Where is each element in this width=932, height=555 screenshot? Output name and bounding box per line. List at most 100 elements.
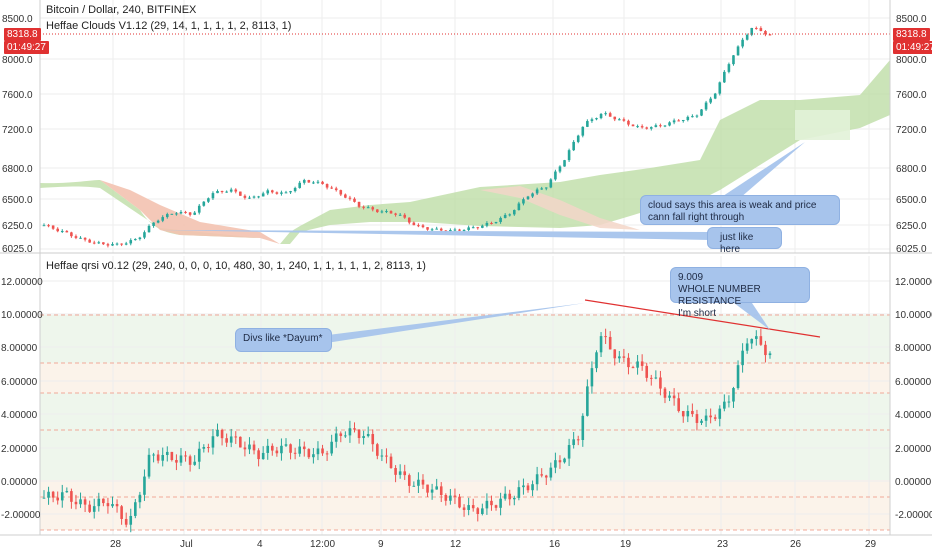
svg-text:7200.0: 7200.0 bbox=[896, 125, 927, 136]
qrsi-candle bbox=[106, 503, 110, 507]
qrsi-candle bbox=[252, 444, 256, 451]
qrsi-candle bbox=[503, 493, 507, 499]
qrsi-levels bbox=[40, 314, 890, 531]
qrsi-candle bbox=[156, 454, 160, 461]
qrsi-candle bbox=[70, 491, 73, 502]
price-candle bbox=[723, 71, 726, 83]
price-candle bbox=[704, 102, 708, 110]
price-candle bbox=[581, 126, 585, 136]
qrsi-candle bbox=[398, 471, 402, 475]
svg-text:19: 19 bbox=[620, 539, 632, 550]
qrsi-candle bbox=[604, 336, 607, 338]
price-candle bbox=[316, 181, 320, 183]
qrsi-candle bbox=[229, 436, 233, 443]
price-candle bbox=[485, 222, 489, 226]
qrsi-candle bbox=[759, 336, 763, 345]
resistance-position: I'm short bbox=[678, 308, 717, 319]
qrsi-candle bbox=[79, 499, 82, 505]
price-candle bbox=[718, 82, 722, 94]
qrsi-candle bbox=[385, 455, 388, 457]
qrsi-candle bbox=[312, 454, 315, 458]
svg-text:16: 16 bbox=[549, 539, 561, 550]
price-candle bbox=[745, 34, 749, 40]
qrsi-candle bbox=[430, 489, 434, 493]
qrsi-candle bbox=[421, 479, 425, 485]
svg-text:Jul: Jul bbox=[180, 539, 193, 550]
price-candle bbox=[768, 34, 772, 36]
svg-text:6250.0: 6250.0 bbox=[2, 221, 33, 232]
qrsi-candle bbox=[60, 492, 64, 501]
price-candle bbox=[458, 229, 461, 231]
price-candle bbox=[590, 119, 594, 122]
qrsi-candle bbox=[371, 434, 375, 445]
qrsi-candle bbox=[686, 410, 690, 417]
price-candle bbox=[65, 230, 69, 233]
just-like-callout[interactable]: just like here bbox=[707, 227, 782, 255]
svg-text:7200.0: 7200.0 bbox=[2, 125, 33, 136]
qrsi-candle bbox=[330, 441, 333, 454]
qrsi-candle bbox=[540, 474, 543, 476]
qrsi-candle bbox=[608, 336, 612, 350]
price-candle bbox=[558, 166, 562, 172]
price-candle bbox=[645, 127, 649, 129]
qrsi-candle bbox=[216, 429, 219, 437]
svg-text:0.00000: 0.00000 bbox=[895, 477, 932, 488]
divs-note-text: Divs like *Dayum* bbox=[243, 333, 323, 344]
qrsi-candle bbox=[334, 433, 338, 442]
price-candle bbox=[348, 197, 352, 199]
price-candle bbox=[42, 225, 46, 227]
qrsi-candle bbox=[280, 445, 283, 454]
qrsi-candle bbox=[175, 459, 178, 463]
svg-text:-2.00000: -2.00000 bbox=[895, 510, 932, 521]
qrsi-candle bbox=[143, 476, 146, 495]
divs-note-pointer bbox=[320, 303, 585, 344]
qrsi-candle bbox=[362, 436, 365, 439]
qrsi-candle bbox=[188, 456, 192, 465]
qrsi-candle bbox=[56, 497, 59, 501]
price-candle bbox=[88, 239, 91, 243]
cloud-note-text: cloud says this area is weak and price c… bbox=[648, 200, 817, 223]
qrsi-candle bbox=[462, 507, 466, 510]
price-candle bbox=[202, 201, 206, 206]
svg-text:-2.00000: -2.00000 bbox=[1, 510, 41, 521]
price-axis-right: 8500.0 8000.0 7600.0 7200.0 6800.0 6500.… bbox=[896, 14, 927, 255]
qrsi-candle bbox=[261, 452, 265, 460]
price-candle bbox=[60, 230, 64, 232]
svg-text:6800.0: 6800.0 bbox=[2, 164, 33, 175]
price-candle bbox=[430, 229, 434, 231]
qrsi-candle bbox=[47, 491, 50, 498]
svg-text:12.00000: 12.00000 bbox=[895, 277, 932, 288]
price-candle bbox=[636, 126, 639, 128]
price-candle bbox=[47, 225, 50, 227]
price-candle bbox=[631, 124, 635, 127]
price-candle bbox=[595, 118, 598, 120]
price-candle bbox=[143, 232, 146, 238]
price-candle bbox=[120, 243, 123, 245]
price-candle bbox=[161, 217, 165, 221]
price-candle bbox=[640, 126, 644, 128]
price-candle bbox=[576, 135, 580, 142]
qrsi-panel[interactable] bbox=[40, 256, 890, 535]
price-candle bbox=[92, 242, 96, 244]
svg-text:6.00000: 6.00000 bbox=[1, 377, 38, 388]
cloud-note-callout[interactable]: cloud says this area is weak and price c… bbox=[640, 195, 840, 225]
price-candle bbox=[280, 192, 283, 194]
divs-note-callout[interactable]: Divs like *Dayum* bbox=[235, 328, 332, 352]
svg-text:6500.0: 6500.0 bbox=[2, 195, 33, 206]
svg-text:26: 26 bbox=[790, 539, 802, 550]
price-candle bbox=[421, 225, 425, 228]
qrsi-candle bbox=[239, 436, 242, 448]
qrsi-candle bbox=[111, 504, 114, 507]
qrsi-candle bbox=[727, 401, 731, 403]
svg-text:2.00000: 2.00000 bbox=[895, 444, 932, 455]
svg-text:10.00000: 10.00000 bbox=[1, 310, 43, 321]
qrsi-candle bbox=[654, 377, 658, 379]
qrsi-candle bbox=[92, 506, 96, 512]
price-candle bbox=[663, 125, 667, 127]
price-candle bbox=[353, 198, 356, 202]
divergence-trendline[interactable] bbox=[584, 299, 821, 338]
price-candle bbox=[549, 179, 553, 188]
price-candle bbox=[407, 217, 411, 223]
resistance-callout[interactable]: 9.009 WHOLE NUMBER RESISTANCE I'm short bbox=[670, 267, 810, 319]
price-candle bbox=[362, 206, 365, 208]
